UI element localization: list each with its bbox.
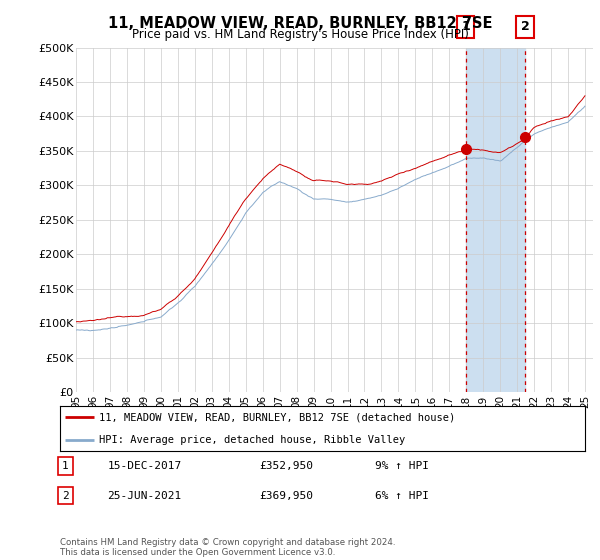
Text: 9% ↑ HPI: 9% ↑ HPI: [375, 461, 429, 471]
Text: 15-DEC-2017: 15-DEC-2017: [107, 461, 182, 471]
Text: 2: 2: [62, 491, 68, 501]
Text: 11, MEADOW VIEW, READ, BURNLEY, BB12 7SE (detached house): 11, MEADOW VIEW, READ, BURNLEY, BB12 7SE…: [100, 412, 455, 422]
Text: 6% ↑ HPI: 6% ↑ HPI: [375, 491, 429, 501]
Bar: [466, 48, 525, 392]
Text: HPI: Average price, detached house, Ribble Valley: HPI: Average price, detached house, Ribb…: [100, 435, 406, 445]
Text: £352,950: £352,950: [260, 461, 314, 471]
Text: 1: 1: [62, 461, 68, 471]
Text: 25-JUN-2021: 25-JUN-2021: [107, 491, 182, 501]
Text: Contains HM Land Registry data © Crown copyright and database right 2024.
This d: Contains HM Land Registry data © Crown c…: [60, 538, 395, 557]
Text: 11, MEADOW VIEW, READ, BURNLEY, BB12 7SE: 11, MEADOW VIEW, READ, BURNLEY, BB12 7SE: [108, 16, 492, 31]
Text: 1: 1: [461, 20, 470, 34]
Text: 2: 2: [521, 20, 530, 34]
Text: Price paid vs. HM Land Registry's House Price Index (HPI): Price paid vs. HM Land Registry's House …: [131, 28, 469, 41]
Text: £369,950: £369,950: [260, 491, 314, 501]
